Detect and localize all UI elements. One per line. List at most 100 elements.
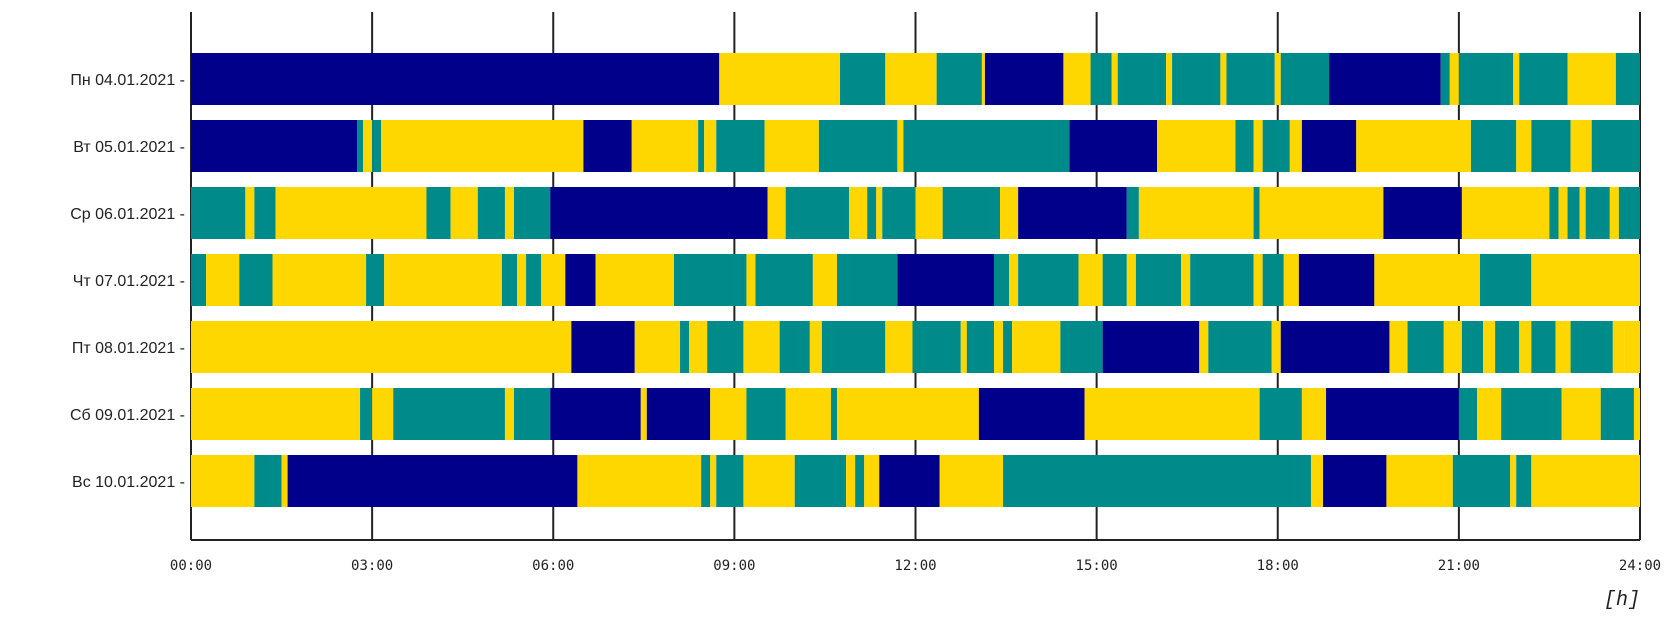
timeline-segment [936,53,982,105]
timeline-segment [840,53,886,105]
timeline-segment [674,254,747,306]
timeline-segment [1003,321,1013,373]
timeline-segment [381,120,584,172]
timeline-segment [1567,53,1616,105]
timeline-segment [1280,321,1390,373]
timeline-segment [1280,53,1330,105]
timeline-segment [809,321,822,373]
timeline-segment [1060,321,1103,373]
timeline-segment [1003,455,1311,507]
timeline-segment [1135,254,1182,306]
timeline-segment [1283,254,1299,306]
timeline-segment [360,388,373,440]
timeline-segment [1226,53,1275,105]
timeline-segment [504,187,515,239]
timeline-segment [1084,388,1260,440]
timeline-segment [716,455,744,507]
timeline-segment [1181,254,1191,306]
timeline-segment [897,120,904,172]
timeline-segment [764,120,819,172]
x-axis-unit-label: [h] [1604,589,1640,612]
x-tick-label: 09:00 [713,558,755,574]
timeline-segment [646,388,711,440]
x-tick-label: 21:00 [1438,558,1480,574]
timeline-segment [1018,254,1079,306]
timeline-segment [239,254,273,306]
timeline-segment [1386,455,1453,507]
timeline-segment [837,388,979,440]
day-labels: Пн 04.01.2021 - Вт 05.01.2021 - Ср 06.01.2… [70,72,185,491]
timeline-segment [281,455,288,507]
timeline-segment [577,455,702,507]
timeline-segment [1323,455,1387,507]
timeline-segment [1516,455,1532,507]
timeline-segment [1009,254,1019,306]
timeline-segment [1570,321,1613,373]
timeline-segment [583,120,632,172]
timeline-segment [746,254,756,306]
timeline-segment [1253,187,1260,239]
timeline-segment [767,187,786,239]
timeline-segment [1259,187,1384,239]
timeline-segment [821,321,886,373]
timeline-segment [1519,321,1532,373]
timeline-segment [1289,120,1302,172]
timeline-segment [1452,455,1511,507]
day-label: Пн 04.01.2021 - [70,72,185,89]
timeline-segment [785,187,850,239]
timeline-segment [1235,120,1254,172]
timeline-segment [634,321,681,373]
timeline-segment [1501,388,1562,440]
timeline-segment [1069,120,1157,172]
timeline-segment [1190,254,1254,306]
timeline-segment [254,187,276,239]
timeline-segment [1326,388,1459,440]
timeline-segment [1476,388,1502,440]
timeline-segment [879,455,940,507]
timeline-segment [1329,53,1441,105]
timeline-segment [1531,455,1640,507]
timeline-segment [191,53,720,105]
timeline-segment [1356,120,1471,172]
timeline-segment [1374,254,1481,306]
timeline-segment [477,187,505,239]
timeline-segment [1600,388,1634,440]
timeline-segment [689,321,708,373]
timeline-segment [716,120,765,172]
timeline-segment [363,120,373,172]
timeline-segment [1262,120,1290,172]
timeline-segment [1549,187,1559,239]
timeline-segment [1220,53,1227,105]
timeline-segment [960,321,967,373]
timeline-segment [1310,455,1324,507]
timeline-segment [1126,187,1139,239]
timeline-segment [1253,120,1263,172]
timeline-segment [206,254,240,306]
timeline-segment [707,321,744,373]
timeline-segment [966,321,994,373]
timeline-segment [876,187,883,239]
timeline-segment [514,187,551,239]
timeline-segment [191,388,361,440]
timeline-segment [272,254,367,306]
timeline-segment [1531,321,1556,373]
timeline-segment [1111,53,1118,105]
timeline-segment [504,388,515,440]
timeline-segment [384,254,502,306]
timeline-segment [710,388,747,440]
timeline-segment [855,455,865,507]
timeline-segment [1531,120,1571,172]
timeline-segment [191,187,246,239]
timeline-segment [903,120,1070,172]
timeline-segment [1513,53,1520,105]
x-axis: 00:00 03:00 06:00 09:00 12:00 15:00 18:00 21:00… [170,539,1661,574]
x-tick-label: 24:00 [1619,558,1661,574]
timeline-segment [565,254,596,306]
timeline-segment [1090,53,1112,105]
timeline-segment [1633,388,1640,440]
timeline-segment [1262,254,1284,306]
timeline-segment [939,455,1004,507]
timeline-segment [1483,321,1496,373]
